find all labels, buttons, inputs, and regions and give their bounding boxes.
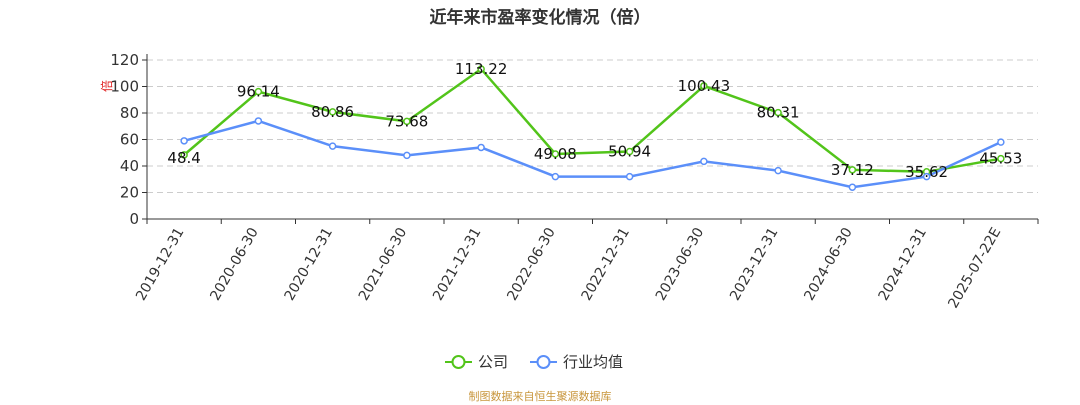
data-point (328, 108, 337, 116)
legend-item-industry-average[interactable]: 行业均值 (530, 353, 623, 371)
data-point (403, 117, 411, 126)
x-tick-label: 2025-07-22E (945, 225, 1004, 311)
series-line-0 (183, 67, 1002, 174)
y-tick-label: 120 (110, 51, 139, 69)
data-label: 113.22 (455, 60, 508, 78)
grid-lines (147, 59, 1038, 193)
data-point (254, 87, 263, 96)
data-point (774, 166, 782, 175)
y-tick-label: 0 (129, 210, 139, 228)
data-label: 80.31 (757, 104, 800, 122)
data-label: 37.12 (831, 161, 874, 179)
data-label: 96.14 (237, 83, 280, 101)
data-point (848, 166, 857, 174)
y-tick-label: 80 (120, 104, 139, 122)
data-label: 50.94 (608, 143, 651, 161)
data-label: 49.08 (534, 145, 577, 163)
data-label: 73.68 (385, 112, 428, 130)
x-tick-label: 2023-12-31 (727, 225, 782, 303)
x-tick-label: 2021-12-31 (430, 225, 485, 303)
x-tick-label: 2024-12-31 (876, 225, 931, 303)
y-tick-label: 40 (120, 157, 139, 175)
data-point (551, 150, 560, 158)
y-tick-label: 60 (120, 131, 139, 149)
data-label: 45.53 (979, 150, 1022, 168)
data-point (551, 172, 560, 181)
data-point (922, 172, 931, 181)
data-point (848, 183, 857, 191)
data-point (700, 82, 708, 90)
y-axis-unit-label: 倍 (99, 80, 114, 92)
x-tick-label: 2024-06-30 (801, 225, 856, 303)
data-labels: 48.4 96.14 80.86 73.68 113.22 49.08 50.94 100.4… (167, 60, 1022, 181)
x-tick-label: 2021-06-30 (356, 225, 411, 303)
data-point (180, 151, 188, 159)
data-point (700, 157, 708, 166)
legend-label-company: 公司 (478, 353, 508, 371)
data-label: 80.86 (311, 103, 354, 121)
series-lines (180, 65, 1005, 191)
chart-title: 近年来市盈率变化情况（倍） (430, 7, 651, 28)
x-tick-label: 2022-06-30 (504, 225, 559, 303)
legend-item-company[interactable]: 公司 (445, 353, 508, 371)
x-tick-label: 2019-12-31 (133, 225, 188, 303)
x-tick-label: 2020-12-31 (282, 225, 337, 303)
data-source-footer: 制图数据来自恒生聚源数据库 (469, 389, 612, 403)
y-tick-label: 100 (110, 78, 139, 96)
data-point (254, 117, 263, 125)
data-point (180, 137, 188, 145)
data-point (625, 147, 634, 156)
x-tick-label: 2022-12-31 (579, 225, 634, 303)
data-point (477, 65, 485, 73)
data-point (477, 143, 485, 152)
data-point (328, 142, 337, 150)
y-tick-label: 20 (120, 184, 139, 202)
data-point (997, 154, 1005, 163)
data-point (997, 138, 1005, 146)
legend-label-industry-average: 行业均值 (563, 353, 623, 371)
legend: 公司 行业均值 (445, 353, 623, 371)
series-line-1 (183, 119, 1002, 189)
data-point (403, 151, 411, 160)
data-point (774, 108, 782, 117)
data-label: 100.43 (678, 77, 731, 95)
x-tick-label: 2020-06-30 (207, 225, 262, 303)
data-label: 35.62 (905, 163, 948, 181)
x-tick-label: 2023-06-30 (653, 225, 708, 303)
data-label: 48.4 (167, 149, 200, 167)
data-point (625, 172, 634, 181)
